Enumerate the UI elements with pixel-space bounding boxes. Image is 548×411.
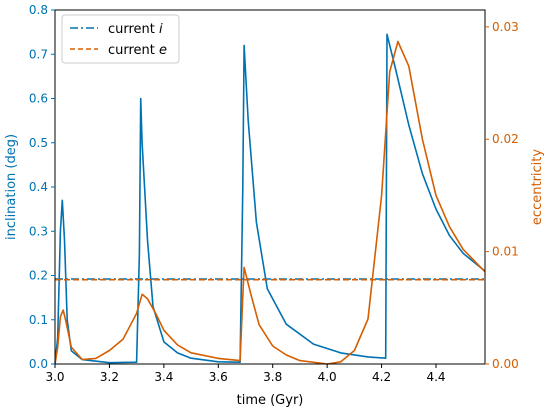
y-left-tick-label: 0.5: [29, 136, 48, 150]
legend: current i current e: [61, 14, 180, 64]
y-left-tick-label: 0.7: [29, 47, 48, 61]
y-left-ticks: 0.0 0.1 0.2 0.3 0.4 0.5 0.6 0.7 0.8: [29, 3, 55, 371]
x-axis-label: time (Gyr): [237, 393, 304, 408]
series-line-1: [54, 40, 486, 365]
legend-box: [61, 14, 180, 64]
plot-lines: [54, 33, 486, 365]
series-line-0: [54, 33, 486, 365]
x-tick-label: 3.2: [100, 370, 119, 384]
x-tick-label: 4.0: [318, 370, 337, 384]
y-right-tick-label: 0.00: [492, 357, 519, 371]
y-left-tick-label: 0.8: [29, 3, 48, 17]
y-left-tick-label: 0.3: [29, 224, 48, 238]
y-right-tick-label: 0.02: [492, 132, 519, 146]
y-left-tick-label: 0.4: [29, 180, 48, 194]
y-left-tick-label: 0.6: [29, 92, 48, 106]
x-tick-label: 4.4: [426, 370, 445, 384]
x-tick-label: 3.4: [154, 370, 173, 384]
y-right-ticks: 0.00 0.01 0.02 0.03: [485, 20, 519, 371]
y-left-tick-label: 0.2: [29, 269, 48, 283]
y-left-axis-label: inclination (deg): [4, 134, 19, 240]
x-tick-label: 4.2: [372, 370, 391, 384]
x-tick-label: 3.0: [45, 370, 64, 384]
x-tick-label: 3.6: [209, 370, 228, 384]
y-left-tick-label: 0.1: [29, 313, 48, 327]
legend-label-current-e: current e: [108, 43, 167, 58]
y-left-tick-label: 0.0: [29, 357, 48, 371]
y-right-axis-label: eccentricity: [530, 149, 545, 225]
legend-label-current-i: current i: [108, 22, 163, 37]
y-right-tick-label: 0.01: [492, 245, 519, 259]
y-right-tick-label: 0.03: [492, 20, 519, 34]
x-tick-label: 3.8: [263, 370, 282, 384]
x-ticks: 3.0 3.2 3.4 3.6 3.8 4.0 4.2 4.4: [45, 364, 446, 384]
